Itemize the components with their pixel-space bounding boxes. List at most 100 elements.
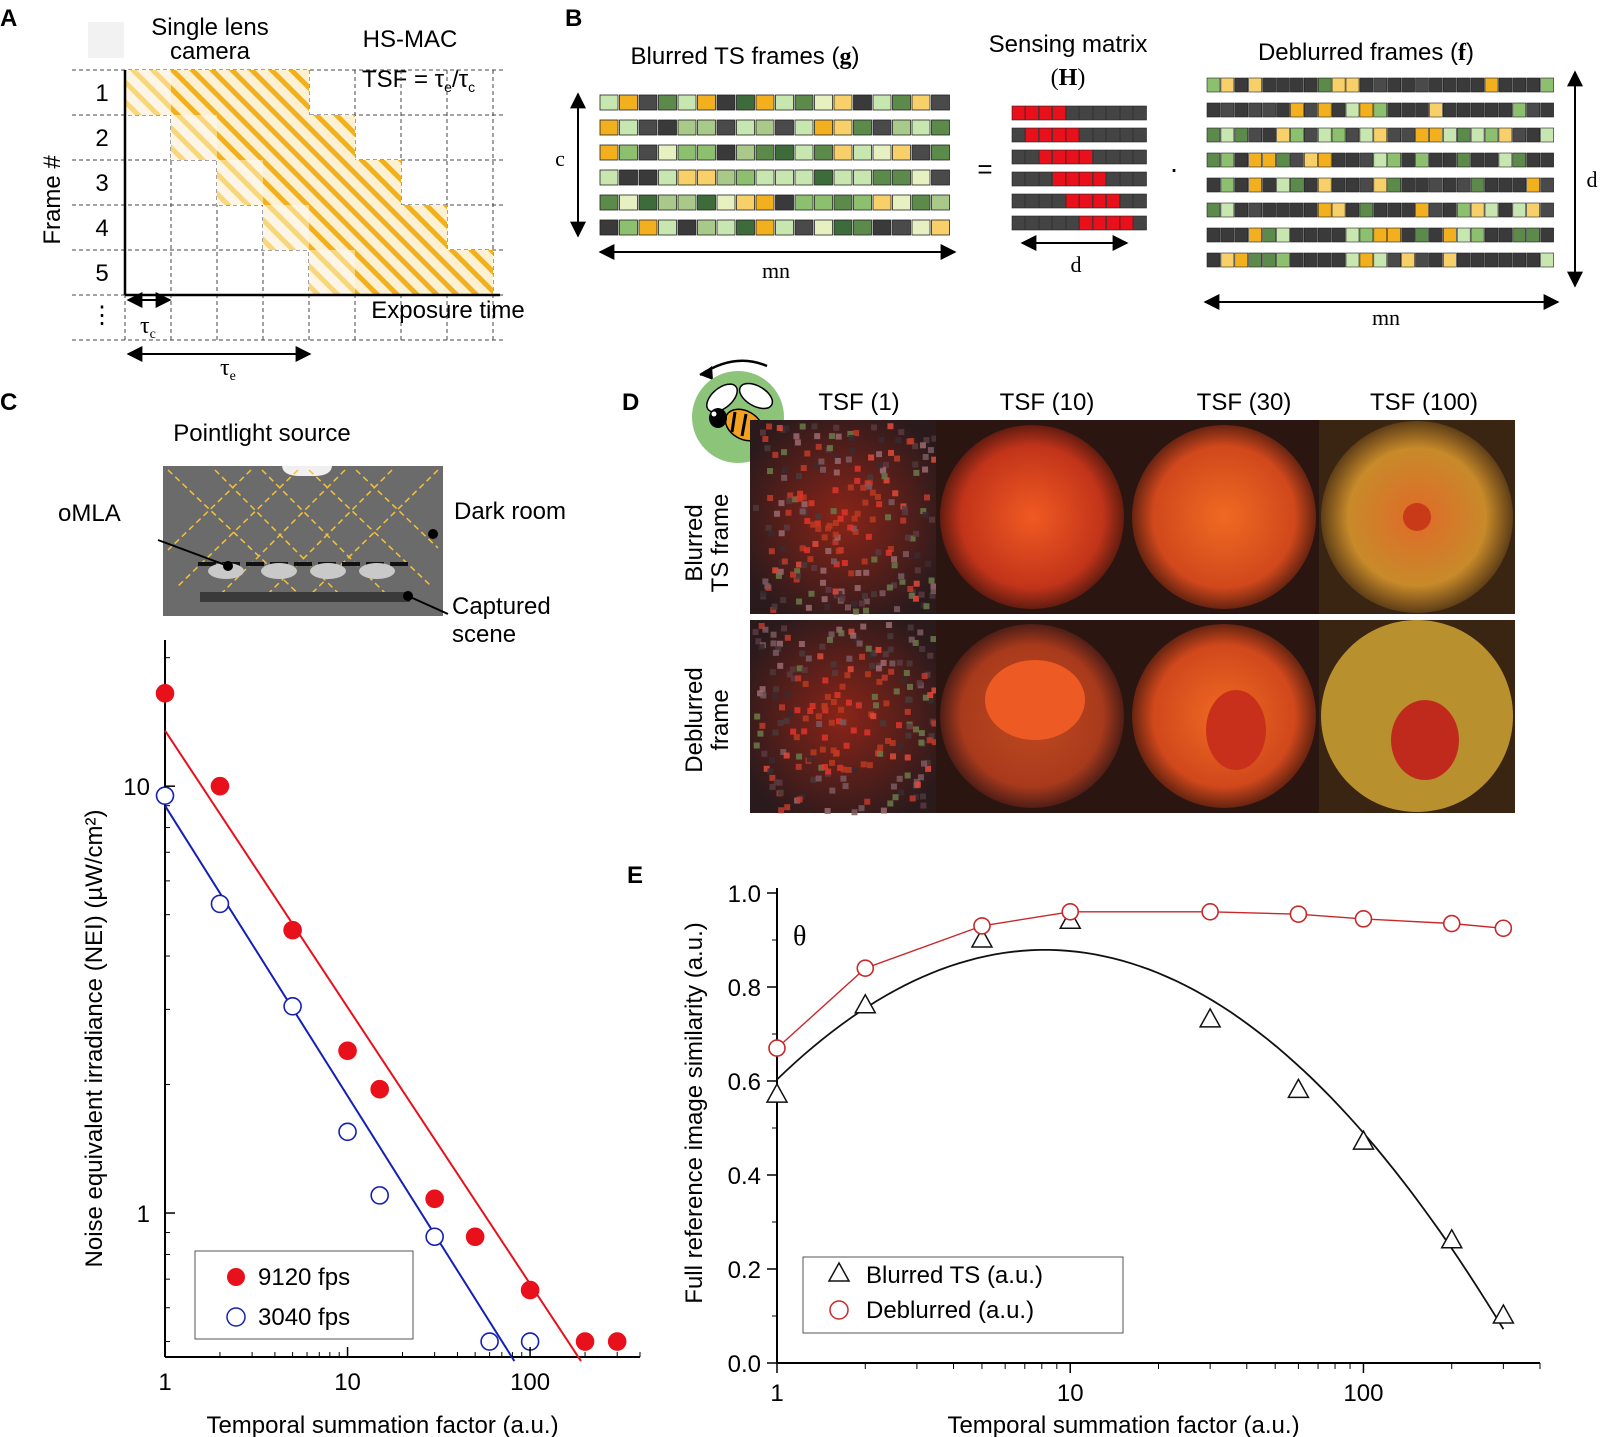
chart-c-ytick: 1 bbox=[137, 1201, 150, 1228]
deblurred-pixel bbox=[1290, 252, 1304, 268]
deblurred-pixel bbox=[1387, 127, 1401, 143]
blurred-pixel bbox=[599, 94, 619, 111]
frame-number-3: 3 bbox=[95, 170, 108, 197]
sensing-cell bbox=[1079, 171, 1093, 187]
deblurred-pixel bbox=[1359, 202, 1374, 218]
legend-marker-9120 bbox=[227, 1268, 245, 1286]
blurred-pixel bbox=[931, 144, 950, 161]
deblurred-pixel bbox=[1234, 127, 1249, 143]
sensing-cell bbox=[1079, 127, 1093, 143]
data-point bbox=[1287, 1077, 1310, 1099]
blurred-pixel bbox=[658, 219, 677, 236]
sensing-cell bbox=[1052, 171, 1066, 187]
deblurred-pixel bbox=[1456, 102, 1471, 118]
deblurred-pixel bbox=[1484, 252, 1499, 268]
deblurred-pixel bbox=[1373, 252, 1388, 268]
data-point bbox=[370, 1186, 389, 1205]
deblurred-pixel bbox=[1387, 152, 1401, 168]
deblurred-pixel bbox=[1429, 177, 1443, 193]
deblurred-pixel bbox=[1540, 227, 1554, 243]
theta-label: θ bbox=[793, 921, 806, 952]
sensing-cell bbox=[1052, 127, 1066, 143]
deblurred-pixel bbox=[1401, 252, 1415, 268]
deblurred-pixel bbox=[1526, 152, 1540, 168]
deblurred-pixel bbox=[1443, 177, 1457, 193]
deblurred-pixel bbox=[1470, 127, 1485, 143]
deblurred-pixel bbox=[1304, 152, 1318, 168]
blurred-pixel bbox=[775, 119, 794, 136]
captured-scene-plate bbox=[200, 592, 410, 602]
blurred-pixel bbox=[872, 219, 892, 236]
blurred-pixel bbox=[658, 119, 677, 136]
deblurred-pixel bbox=[1470, 102, 1485, 118]
sensing-cell bbox=[1038, 215, 1053, 231]
sensing-cell bbox=[1106, 193, 1120, 209]
blurred-pixel bbox=[599, 219, 619, 236]
exposure-bar-start bbox=[171, 115, 217, 160]
sensing-cell bbox=[1119, 127, 1134, 143]
blurred-pixel bbox=[814, 119, 833, 136]
sensing-cell bbox=[1052, 193, 1066, 209]
deblurred-pixel bbox=[1220, 202, 1235, 218]
chart-e-xtick: 100 bbox=[1343, 1380, 1383, 1407]
exposure-bar-start bbox=[125, 70, 171, 115]
similarity-chart: 1 10 100 0.0 0.2 0.4 0.6 0.8 1.0 Temporal summat… bbox=[681, 881, 1541, 1437]
deblurred-pixel bbox=[1498, 202, 1513, 218]
deblurred-pixel bbox=[1540, 252, 1554, 268]
blurred-pixel bbox=[853, 144, 872, 161]
deblurred-pixel bbox=[1345, 102, 1360, 118]
panel-letter-c: C bbox=[0, 389, 17, 416]
sensing-cell bbox=[1133, 171, 1147, 187]
deblurred-pixel bbox=[1456, 227, 1471, 243]
sensing-cell bbox=[1079, 105, 1093, 121]
blurred-pixel bbox=[755, 119, 775, 136]
deblurred-pixel bbox=[1317, 77, 1332, 93]
data-point bbox=[856, 959, 875, 978]
deblurred-pixel bbox=[1512, 227, 1527, 243]
chart-e-ytick: 0.0 bbox=[728, 1351, 761, 1378]
sensing-cell bbox=[1025, 127, 1039, 143]
blurred-pixel bbox=[794, 194, 814, 211]
blurred-pixel bbox=[872, 144, 892, 161]
data-point bbox=[465, 1227, 485, 1247]
blurred-pixel bbox=[716, 194, 736, 211]
blurred-pixel bbox=[677, 94, 697, 111]
data-point bbox=[370, 1079, 389, 1099]
deblurred-pixel bbox=[1248, 227, 1262, 243]
blurred-pixel bbox=[697, 119, 716, 136]
sensing-cell bbox=[1106, 149, 1120, 165]
deblurred-pixel bbox=[1290, 152, 1304, 168]
blurred-pixel bbox=[638, 94, 658, 111]
nei-chart: 1 10 100 1 10 Temporal summation factor (a.u… bbox=[81, 640, 641, 1437]
deblurred-pixel bbox=[1373, 127, 1388, 143]
blurred-pixel bbox=[833, 94, 853, 111]
deblurred-pixel bbox=[1317, 227, 1332, 243]
deblurred-pixel bbox=[1276, 227, 1290, 243]
deblurred-pixel bbox=[1290, 102, 1304, 118]
sensing-cell bbox=[1065, 105, 1080, 121]
sensing-cell bbox=[1092, 127, 1107, 143]
blurred-pixel bbox=[638, 194, 658, 211]
deblurred-pixel bbox=[1443, 252, 1457, 268]
deblurred-pixel bbox=[1373, 77, 1388, 93]
sensing-cell bbox=[1133, 193, 1147, 209]
legend-marker-3040 bbox=[226, 1307, 246, 1327]
series-curve-0 bbox=[776, 949, 1505, 1330]
blurred-pixel bbox=[716, 119, 736, 136]
blurred-pixel bbox=[755, 194, 775, 211]
blurred-pixel bbox=[892, 169, 911, 186]
blurred-pixel bbox=[658, 144, 677, 161]
frame-number-5: 5 bbox=[95, 260, 108, 287]
blurred-pixel bbox=[677, 219, 697, 236]
row-label-blurred-line1: Blurred bbox=[681, 504, 708, 581]
chart-c-xtick: 1 bbox=[158, 1369, 171, 1396]
deblurred-pixel bbox=[1234, 77, 1249, 93]
exposure-bar bbox=[217, 115, 355, 160]
blurred-pixel bbox=[892, 144, 911, 161]
sensing-cell bbox=[1052, 105, 1066, 121]
deblurred-pixel bbox=[1470, 177, 1485, 193]
deblurred-pixel bbox=[1220, 77, 1235, 93]
deblurred-pixel bbox=[1248, 152, 1262, 168]
deblurred-pixel bbox=[1526, 102, 1540, 118]
deblurred-pixel bbox=[1373, 102, 1388, 118]
